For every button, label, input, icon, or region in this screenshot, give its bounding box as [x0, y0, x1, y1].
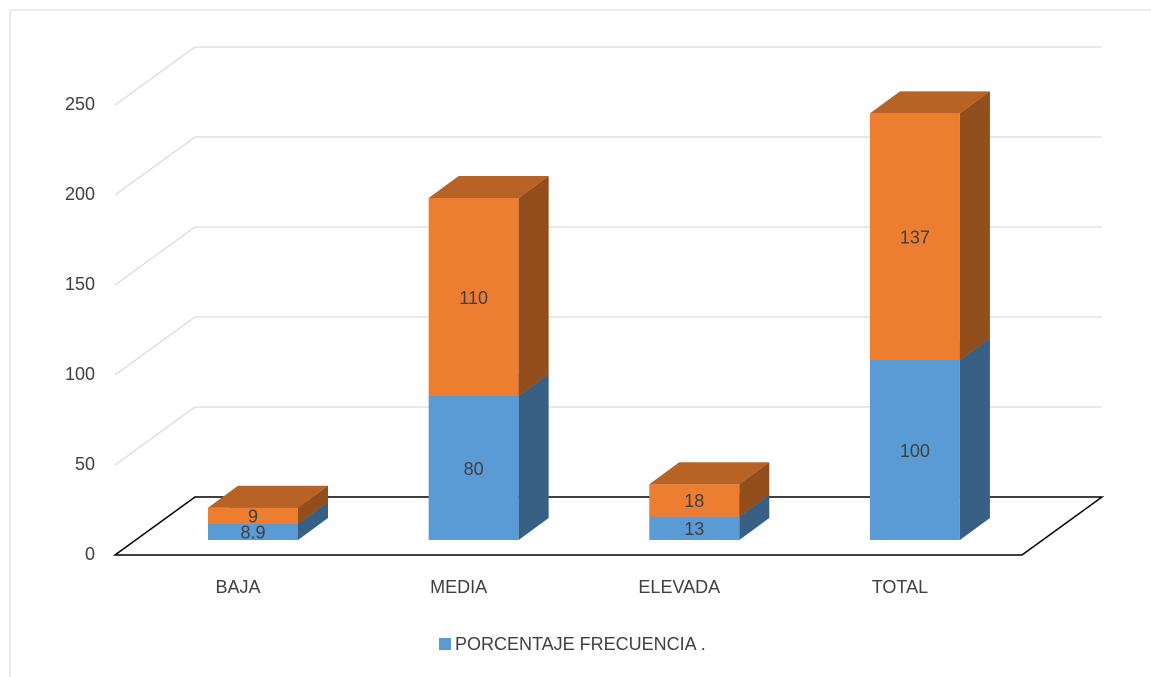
bar [649, 516, 740, 540]
bar-side [518, 176, 549, 396]
y-tick-label: 150 [65, 274, 95, 294]
data-label: 9 [248, 507, 258, 527]
bar-side [959, 91, 990, 361]
bar [208, 507, 298, 524]
bar [869, 360, 960, 540]
x-tick-label: BAJA [215, 577, 260, 597]
bar-side [739, 494, 770, 540]
bar-side [298, 485, 328, 524]
bar-side [739, 462, 770, 517]
x-tick-label: TOTAL [872, 577, 928, 597]
bar [869, 113, 960, 361]
data-label: 13 [684, 519, 704, 539]
bar-side [959, 338, 990, 540]
legend-label: PORCENTAJE FRECUENCIA . [455, 634, 706, 654]
data-label: 110 [459, 288, 488, 308]
data-label: 137 [900, 227, 930, 247]
data-label: 18 [684, 491, 704, 511]
y-tick-label: 100 [65, 364, 95, 384]
bar [649, 484, 740, 517]
bar-top [649, 462, 770, 485]
grid-line [114, 406, 1102, 466]
bar-top [869, 91, 990, 114]
bar [428, 198, 519, 396]
bar-top [208, 485, 328, 508]
grid-line [114, 316, 1102, 376]
y-tick-label: 50 [75, 454, 95, 474]
data-label: 100 [900, 441, 930, 461]
y-tick-label: 200 [65, 184, 95, 204]
y-tick-label: 0 [85, 544, 95, 564]
data-label: 8.9 [240, 523, 265, 543]
data-label: 80 [464, 459, 484, 479]
grid-line [114, 226, 1102, 286]
x-tick-label: MEDIA [430, 577, 487, 597]
bar [208, 523, 298, 540]
grid-line [114, 46, 1102, 106]
bar-top [428, 176, 549, 198]
legend-swatch [439, 638, 451, 650]
bar [428, 396, 519, 540]
grid-line [114, 136, 1102, 196]
x-tick-label: ELEVADA [638, 577, 720, 597]
bar-side [298, 501, 328, 540]
y-tick-label: 250 [65, 94, 95, 114]
grid-line [112, 496, 1105, 556]
bar-side [518, 374, 549, 540]
